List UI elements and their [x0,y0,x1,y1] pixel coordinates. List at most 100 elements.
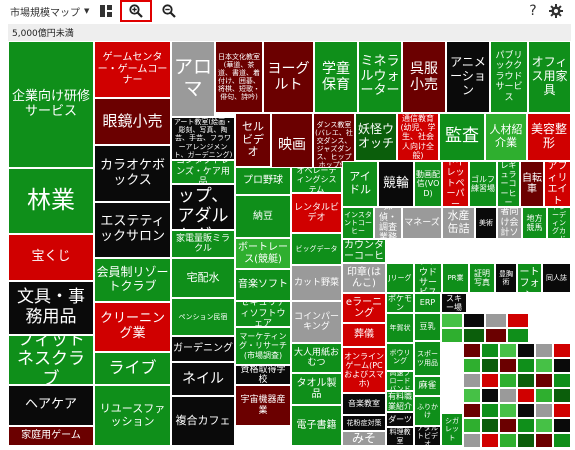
treemap-minor-tile[interactable] [499,373,517,388]
treemap-tile[interactable]: 印章(はんこ) [342,263,386,293]
treemap-minor-tile[interactable] [463,313,485,328]
treemap-tile[interactable]: 林業 [8,168,94,234]
treemap-minor-tile[interactable] [463,388,481,403]
treemap-minor-tile[interactable] [535,403,553,418]
treemap-minor-tile[interactable] [517,373,535,388]
treemap-tile[interactable]: ビッグデータ [291,233,342,265]
treemap-minor-tile[interactable] [463,343,481,358]
treemap-tile[interactable]: ふりかけ [414,396,441,426]
treemap-tile[interactable]: カラオケボックス [94,145,171,202]
treemap-minor-tile[interactable] [517,403,535,418]
treemap-tile[interactable]: ゲームセンター・ゲームコーナー [94,41,171,98]
settings-button[interactable] [548,0,564,22]
treemap-tile[interactable]: エステティックサロン [94,202,171,258]
treemap-tile[interactable]: オフィス用家具 [528,41,571,113]
treemap-minor-tile[interactable] [517,388,535,403]
treemap-minor-tile[interactable] [463,373,481,388]
treemap-minor-tile[interactable] [553,403,571,418]
treemap-tile[interactable]: スポーツ用品 [414,341,441,376]
treemap-tile[interactable]: 同人誌 [542,263,571,293]
treemap-minor-tile[interactable] [499,388,517,403]
treemap-minor-tile[interactable] [553,358,571,373]
treemap-tile[interactable]: トイレットペーパー [442,161,469,207]
treemap-tile[interactable]: 音楽教室 [342,393,386,415]
treemap-minor-tile[interactable] [463,418,481,433]
treemap-minor-tile[interactable] [481,418,499,433]
treemap-minor-tile[interactable] [463,433,481,448]
treemap-tile[interactable]: オンラインゲーム(PCおよびスマホ) [342,347,386,393]
treemap-tile[interactable]: セルビデオ [235,113,271,167]
treemap-tile[interactable]: フィットネスクラブ [8,335,94,385]
treemap-minor-tile[interactable] [441,328,463,343]
treemap-minor-tile[interactable] [507,313,529,328]
treemap-tile[interactable]: 競輪 [378,161,414,207]
treemap-tile[interactable]: 妖怪ウオッチ [355,113,397,161]
treemap-tile[interactable]: スキー場 [441,293,467,313]
treemap-tile[interactable]: 電子書籍 [291,405,342,446]
treemap-tile[interactable]: アフィリエイト [544,161,571,207]
treemap-tile[interactable]: ペンション民宿 [171,298,235,336]
treemap-tile[interactable]: 複合カフェ [171,396,235,446]
treemap-tile[interactable]: ヘアケア [8,385,94,426]
treemap-tile[interactable]: 家庭用ゲーム [8,426,94,446]
treemap-tile[interactable]: マネーズ [402,207,442,239]
treemap-tile[interactable]: 納豆 [235,195,291,238]
treemap-tile[interactable]: 宇宙機器産業 [235,385,291,426]
treemap-tile[interactable]: リユースファッション [94,385,171,446]
treemap-minor-tile[interactable] [535,358,553,373]
treemap-tile[interactable]: 探偵・調査業務 [374,207,402,239]
treemap-tile[interactable]: 料理教室 [386,427,414,446]
treemap-minor-tile[interactable] [481,373,499,388]
treemap-tile[interactable]: コインパーキング [291,301,342,343]
treemap-tile[interactable]: ダーツ [386,412,414,427]
treemap-tile[interactable]: プロ野球 [235,167,291,195]
treemap-tile[interactable]: 花粉症対策 [342,415,386,431]
treemap-minor-tile[interactable] [481,388,499,403]
treemap-tile[interactable]: アダルトショップ、アダルトグッズ [171,184,235,230]
treemap-tile[interactable]: アート教室(絵画・彫刻、写真、陶芸、手芸、フラワーアレンジメント、ガーデニング) [171,117,235,160]
treemap-minor-tile[interactable] [517,358,535,373]
treemap-tile[interactable]: 美容整形 [527,113,571,161]
treemap-minor-tile[interactable] [499,358,517,373]
treemap-minor-tile[interactable] [553,388,571,403]
treemap-tile[interactable]: アロマ [171,41,215,117]
treemap-tile[interactable]: ERP [414,293,441,313]
treemap-tile[interactable]: クラウドサービス [414,263,442,293]
treemap-minor-tile[interactable] [535,418,553,433]
treemap-tile[interactable]: ネイル [171,362,235,396]
treemap-minor-tile[interactable] [463,403,481,418]
treemap-tile[interactable]: スマートフォン [517,263,542,293]
treemap-tile[interactable]: 水産缶詰 [442,207,475,239]
treemap-tile[interactable]: コンビニカウンターコーヒー [342,239,386,263]
treemap-tile[interactable]: カット野菜 [291,265,342,301]
treemap-tile[interactable]: ガーデニング [171,336,235,362]
treemap-tile[interactable]: 麻雀 [414,376,441,396]
treemap-tile[interactable]: アニメーション [446,41,490,113]
treemap-minor-tile[interactable] [463,358,481,373]
treemap-tile[interactable]: ゴルフ練習場 [469,161,497,207]
treemap-minor-tile[interactable] [499,433,517,448]
treemap-tile[interactable]: セキュリティソフトウェア [235,301,291,327]
treemap-tile[interactable]: ライブ [94,352,171,385]
grid-view-button[interactable] [99,0,113,22]
treemap-tile[interactable]: 人材紹介業 [485,113,527,161]
treemap-minor-tile[interactable] [535,373,553,388]
treemap-tile[interactable]: 会員制リゾートクラブ [94,258,171,302]
zoom-out-button[interactable] [160,0,178,22]
treemap-tile[interactable]: 地方競馬 [522,207,547,239]
treemap-tile[interactable]: アイドル [342,161,378,207]
treemap-tile[interactable]: ボートレース(競艇) [235,238,291,269]
treemap-minor-tile[interactable] [481,358,499,373]
treemap-tile[interactable]: 証明写真 [469,263,495,293]
treemap-minor-tile[interactable] [553,433,571,448]
treemap-tile[interactable]: 宝くじ [8,234,94,281]
treemap-tile[interactable]: クリーニング業 [94,302,171,352]
treemap-minor-tile[interactable] [481,433,499,448]
treemap-minor-tile[interactable] [499,403,517,418]
treemap-tile[interactable]: 音楽ソフト [235,269,291,301]
treemap-tile[interactable]: オペレーティングシステム [291,167,342,193]
treemap-tile[interactable]: シガレット [441,413,463,446]
treemap-tile[interactable]: トレーディングカード [547,207,571,239]
treemap-tile[interactable]: 豆乳 [414,313,441,341]
treemap-tile[interactable]: みそ [342,431,386,446]
